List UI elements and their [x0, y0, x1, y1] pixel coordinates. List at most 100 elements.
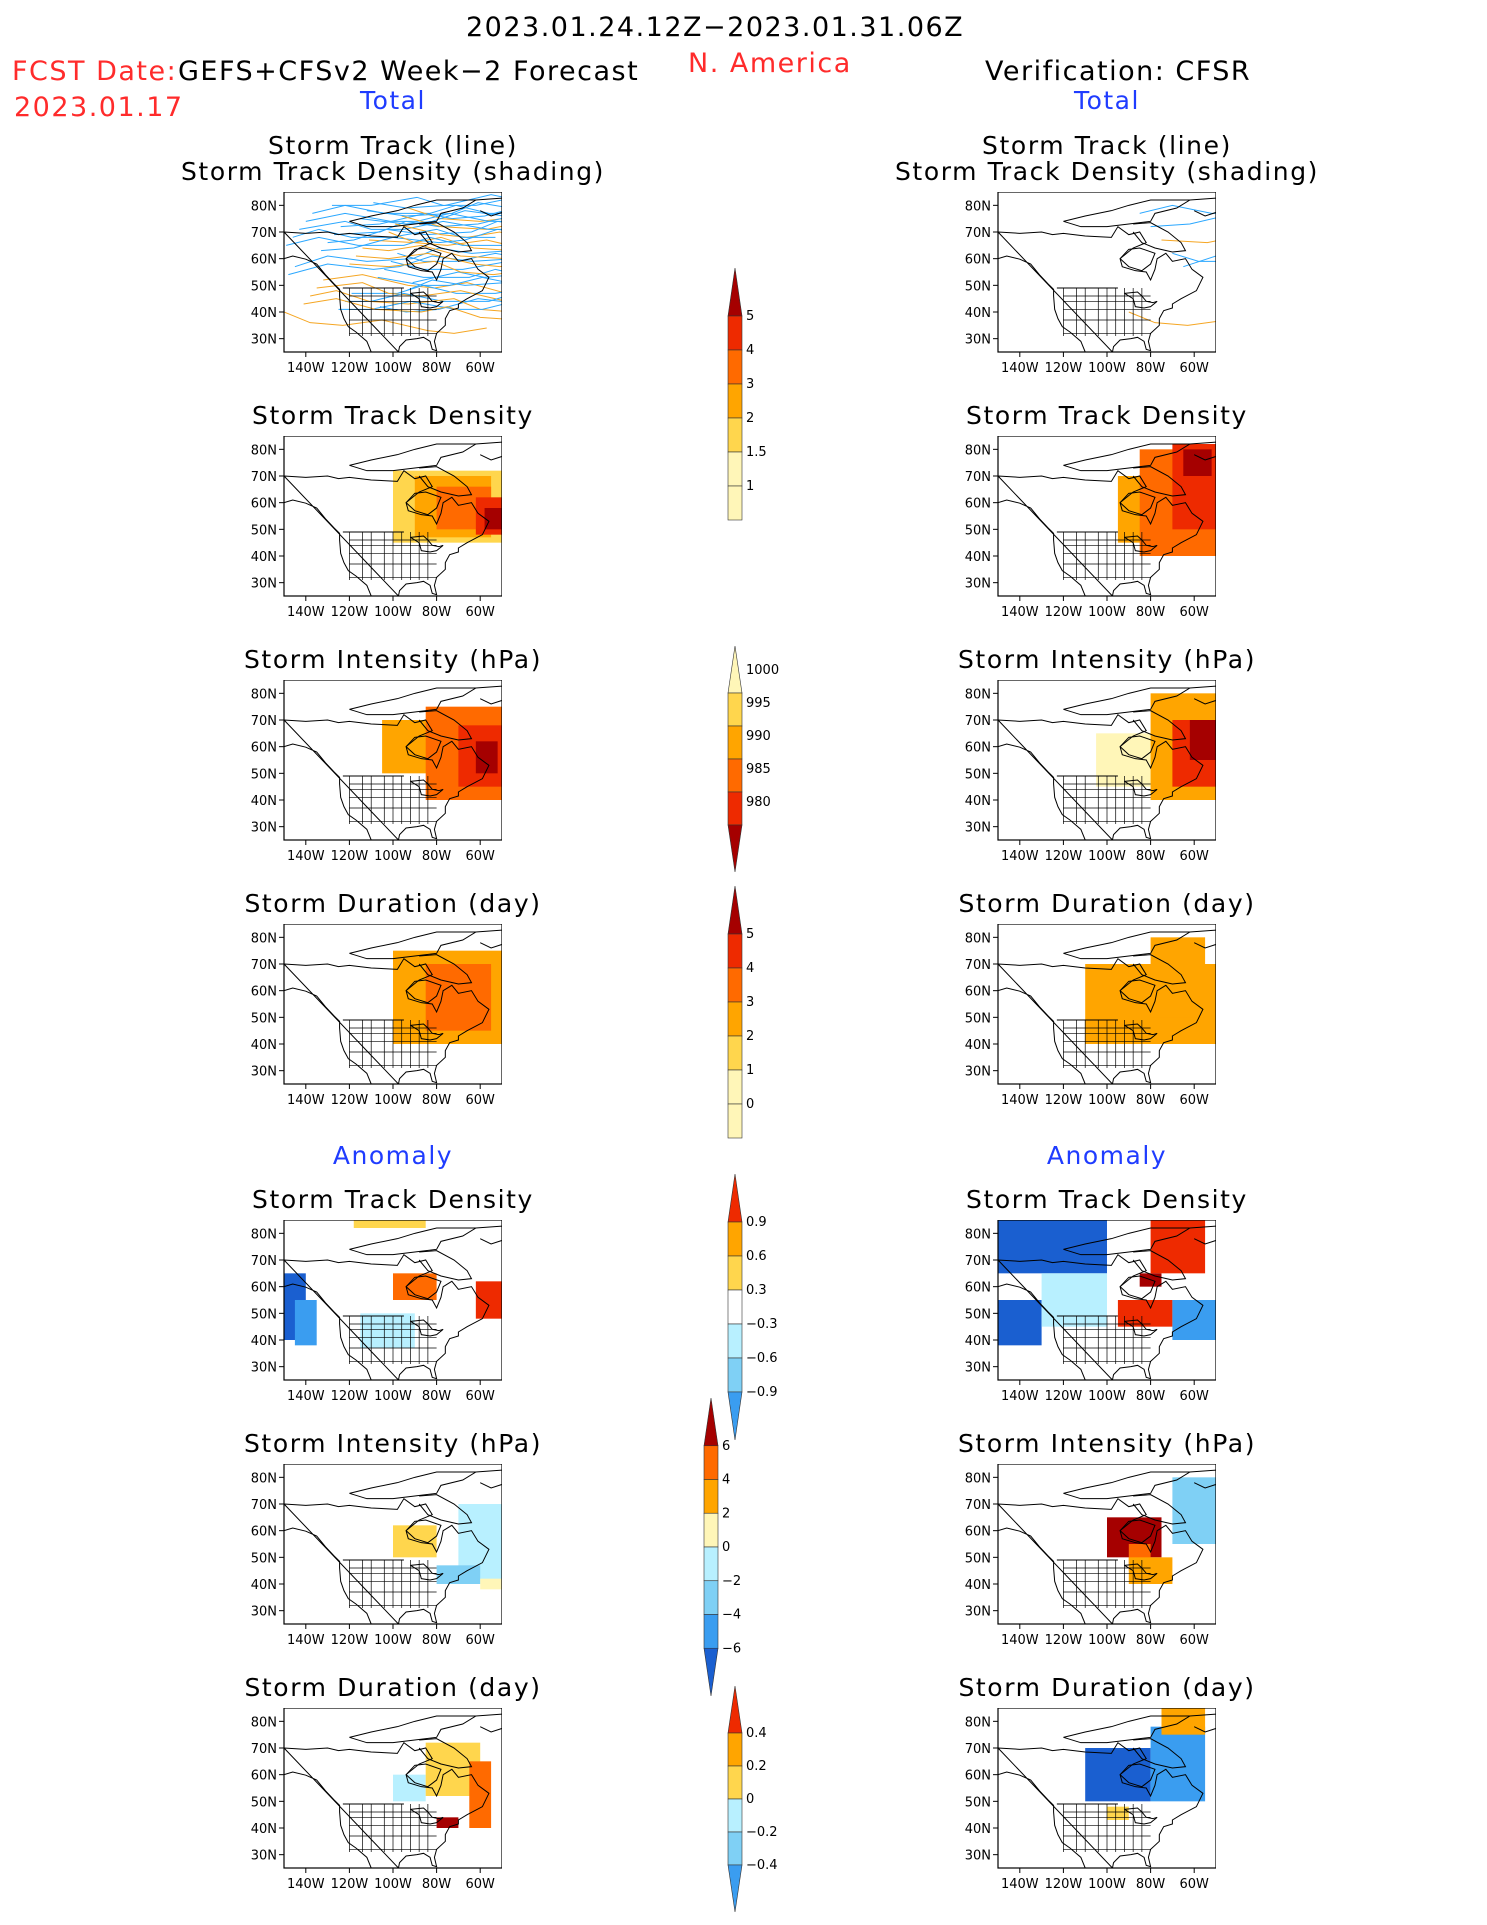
lon-tick-label: 80W: [422, 1093, 452, 1108]
lon-tick-label: 140W: [1001, 1633, 1039, 1648]
lat-tick-label: 60N: [965, 1769, 991, 1784]
colorbar-layer: 6 4 2 0 −2 −4 −6: [703, 1397, 741, 1697]
lat-tick-label: 50N: [965, 767, 991, 782]
map-anom-duration-right: 80N 70N 60N 50N 40N 30N 140W 120W 100W 80W 60W: [965, 1708, 1216, 1892]
lon-tick-label: 120W: [1045, 361, 1083, 376]
map-layer: 80N 70N 60N 50N 40N 30N 140W 120W 100W 80W 60W: [251, 1464, 502, 1648]
arctic-island: [349, 1227, 478, 1256]
arctic-island: [475, 441, 502, 461]
colorbar-label: 1.5: [746, 445, 767, 460]
lon-tick-label: 120W: [331, 849, 369, 864]
lon-tick-label: 120W: [331, 605, 369, 620]
great-lakes: [410, 535, 444, 553]
lat-tick-label: 30N: [251, 1361, 277, 1376]
lat-tick-label: 60N: [251, 741, 277, 756]
colorbar-label: −0.6: [746, 1351, 778, 1366]
coastline-layer: [998, 929, 1216, 1084]
lon-tick-label: 80W: [1136, 1093, 1166, 1108]
storm-track-line: [377, 276, 502, 286]
map-layer: 80N 70N 60N 50N 40N 30N 140W 120W 100W 80W 60W: [251, 680, 502, 864]
colorbar-segment: [727, 1732, 743, 1767]
shading-cell: [1161, 1708, 1206, 1735]
lat-tick-label: 60N: [251, 985, 277, 1000]
colorbar-label: 980: [746, 795, 771, 810]
arctic-island: [418, 466, 473, 497]
arctic-island: [475, 685, 502, 705]
colorbar-layer: 0.9 0.6 0.3 −0.3 −0.6 −0.9: [727, 1173, 778, 1441]
coastline: [284, 469, 490, 596]
arctic-island: [349, 687, 478, 716]
map-layer: 80N 70N 60N 50N 40N 30N 140W 120W 100W 80W 60W: [251, 924, 502, 1108]
map-layer: 80N 70N 60N 50N 40N 30N 140W 120W 100W 80W 60W: [965, 1464, 1216, 1648]
panel-title-track-line-left: Storm Track (line): [268, 131, 518, 160]
lat-tick-label: 40N: [251, 1578, 277, 1593]
colorbar-segment: [727, 692, 743, 727]
colorbar-arrow-bottom: [727, 824, 743, 873]
lon-tick-label: 140W: [1001, 1093, 1039, 1108]
lat-tick-label: 40N: [965, 1334, 991, 1349]
colorbar-label: −6: [722, 1641, 741, 1656]
coastline: [284, 225, 490, 352]
panel-title-anom-intensity-left: Storm Intensity (hPa): [243, 1429, 543, 1458]
lon-tick-label: 80W: [1136, 849, 1166, 864]
colorbar-label: 3: [746, 995, 754, 1010]
lat-tick-label: 80N: [965, 199, 991, 214]
lat-tick-label: 50N: [251, 1011, 277, 1026]
great-lakes: [1124, 1319, 1158, 1337]
map-layer: 80N 70N 60N 50N 40N 30N 140W 120W 100W 80W 60W: [965, 1220, 1216, 1404]
lon-tick-label: 120W: [331, 1093, 369, 1108]
colorbar-label: 2: [722, 1506, 730, 1521]
storm-track-line: [397, 252, 502, 262]
panel-title-anom-density-right: Storm Track Density: [966, 1185, 1248, 1214]
panel-title-track-line-right: Storm Track (line): [982, 131, 1232, 160]
arctic-island: [1132, 466, 1187, 497]
arctic-island: [1063, 443, 1192, 472]
colorbar-layer: 0.4 0.2 0 −0.2 −0.4: [727, 1685, 778, 1913]
lat-tick-label: 50N: [965, 1307, 991, 1322]
lat-tick-label: 30N: [965, 577, 991, 592]
lon-tick-label: 100W: [1088, 849, 1126, 864]
map-layer: 80N 70N 60N 50N 40N 30N 140W 120W 100W 80W 60W: [965, 436, 1216, 620]
lon-tick-label: 140W: [1001, 361, 1039, 376]
shading-cell: [1128, 1557, 1173, 1584]
lon-tick-label: 100W: [1088, 1093, 1126, 1108]
colorbar-label: 0.4: [746, 1726, 767, 1741]
lat-tick-label: 60N: [251, 1769, 277, 1784]
shading-cell: [353, 1220, 426, 1228]
storm-track-line: [1139, 204, 1216, 214]
arctic-island: [475, 929, 502, 949]
arctic-island: [1189, 929, 1216, 949]
storm-track-line: [388, 231, 502, 246]
colorbar-segment: [703, 1445, 719, 1480]
coastline-layer: [998, 1469, 1216, 1624]
lon-tick-label: 60W: [1179, 1093, 1209, 1108]
hudson-bay: [1119, 1519, 1156, 1544]
lon-tick-label: 120W: [331, 361, 369, 376]
lat-tick-label: 80N: [251, 443, 277, 458]
shading-cell: [1172, 1477, 1216, 1544]
arctic-island: [418, 1250, 473, 1281]
colorbar-segment: [727, 1798, 743, 1833]
lat-tick-label: 50N: [965, 1011, 991, 1026]
coastline: [284, 1497, 490, 1624]
lon-tick-label: 60W: [1179, 1389, 1209, 1404]
shading-cell: [998, 1300, 1042, 1346]
colorbar-arrow-top: [727, 1173, 743, 1223]
arctic-island: [1063, 1715, 1192, 1744]
lat-tick-label: 60N: [251, 253, 277, 268]
lon-tick-label: 60W: [465, 361, 495, 376]
shading-cell: [1117, 1300, 1173, 1327]
colorbar-label: −4: [722, 1608, 741, 1623]
hudson-bay: [1119, 1275, 1156, 1300]
lat-tick-label: 60N: [251, 1281, 277, 1296]
lat-tick-label: 30N: [965, 333, 991, 348]
colorbar-segment: [727, 1255, 743, 1291]
lon-tick-label: 100W: [374, 605, 412, 620]
lon-tick-label: 120W: [1045, 605, 1083, 620]
lon-tick-label: 80W: [422, 1877, 452, 1892]
lat-tick-label: 70N: [965, 714, 991, 729]
colorbar-arrow-top: [727, 1685, 743, 1734]
great-lakes: [410, 291, 444, 309]
lat-tick-label: 70N: [251, 470, 277, 485]
hudson-bay: [405, 491, 442, 516]
